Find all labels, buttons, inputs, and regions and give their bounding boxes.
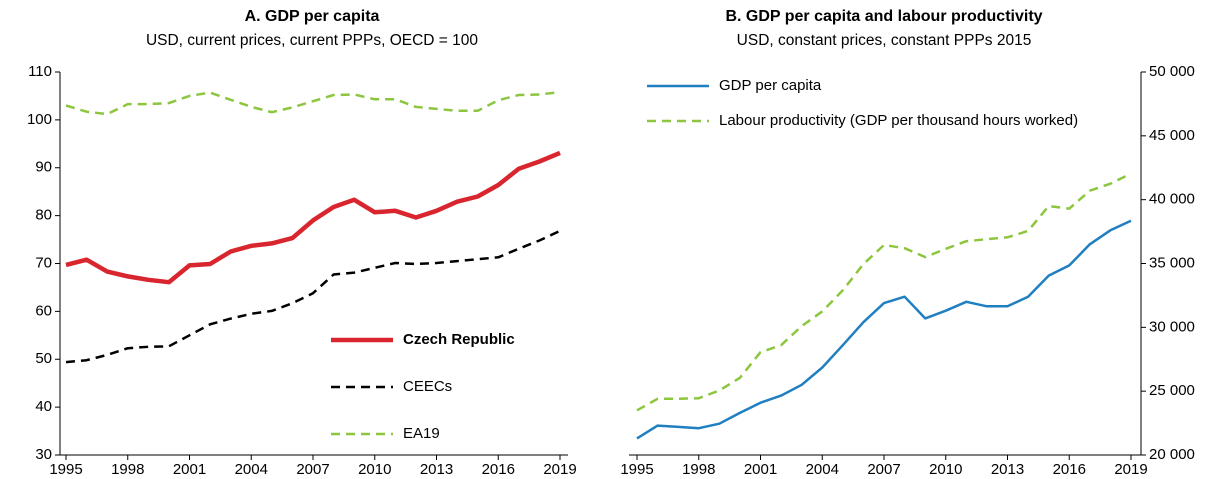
x-tick-label: 1995	[49, 461, 82, 478]
y-tick-label: 110	[28, 63, 52, 80]
x-tick-label: 2010	[358, 461, 391, 478]
y-tick-label: 35 000	[1149, 254, 1195, 271]
x-tick-label: 2013	[420, 461, 453, 478]
y-tick-label: 80	[35, 207, 52, 224]
legend-label: EA19	[403, 425, 440, 442]
x-tick-label: 2001	[173, 461, 206, 478]
y-tick-label: 45 000	[1149, 127, 1195, 144]
y-tick-label: 90	[35, 159, 52, 176]
x-tick-label: 2004	[806, 461, 839, 478]
y-tick-label: 60	[35, 302, 52, 319]
y-tick-label: 50	[35, 350, 52, 367]
x-tick-label: 2007	[296, 461, 329, 478]
y-tick-label: 25 000	[1149, 382, 1195, 399]
legend-label: Labour productivity (GDP per thousand ho…	[719, 112, 1078, 129]
x-tick-label: 2016	[482, 461, 515, 478]
x-tick-label: 2010	[929, 461, 962, 478]
series-line	[65, 229, 561, 364]
chart-subtitle: USD, current prices, current PPPs, OECD …	[146, 32, 478, 49]
legend-label: CEECs	[403, 378, 452, 395]
series-line	[636, 172, 1132, 412]
y-tick-label: 40	[35, 398, 52, 415]
x-tick-label: 2016	[1053, 461, 1086, 478]
y-tick-label: 70	[35, 254, 52, 271]
series-line	[65, 150, 561, 285]
x-tick-label: 1998	[111, 461, 144, 478]
legend-label: GDP per capita	[719, 77, 822, 94]
x-tick-label: 2019	[1114, 461, 1147, 478]
chart-title: B. GDP per capita and labour productivit…	[725, 8, 1042, 25]
y-tick-label: 50 000	[1149, 63, 1195, 80]
y-tick-label: 100	[27, 111, 52, 128]
x-tick-label: 2013	[991, 461, 1024, 478]
x-tick-label: 1995	[620, 461, 653, 478]
y-tick-label: 40 000	[1149, 191, 1195, 208]
y-tick-label: 20 000	[1149, 446, 1195, 463]
x-tick-label: 2004	[235, 461, 268, 478]
x-tick-label: 2019	[543, 461, 576, 478]
x-tick-label: 2001	[744, 461, 777, 478]
x-tick-label: 1998	[682, 461, 715, 478]
series-line	[65, 90, 561, 116]
chart-subtitle: USD, constant prices, constant PPPs 2015	[737, 32, 1032, 49]
legend-label: Czech Republic	[403, 331, 515, 348]
chart-title: A. GDP per capita	[245, 8, 380, 25]
series-line	[636, 219, 1132, 440]
y-tick-label: 30	[35, 446, 52, 463]
y-tick-label: 30 000	[1149, 318, 1195, 335]
x-tick-label: 2007	[867, 461, 900, 478]
